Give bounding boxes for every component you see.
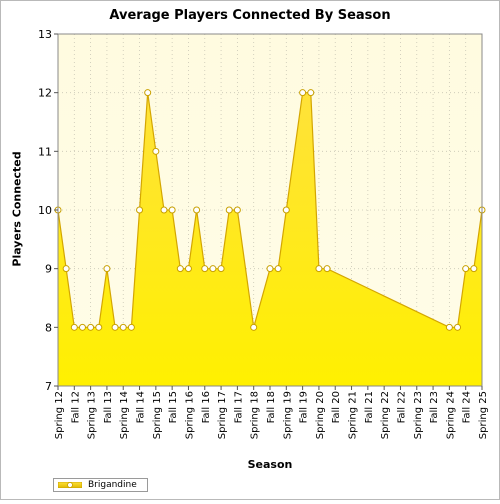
data-point (323, 265, 331, 273)
data-point (70, 323, 78, 331)
x-tick-label: Spring 24 (445, 391, 456, 439)
y-tick-label: 12 (38, 87, 52, 100)
data-point (144, 89, 152, 97)
data-point (95, 323, 103, 331)
x-tick-label: Spring 14 (119, 391, 130, 439)
data-point (225, 206, 233, 214)
x-tick-label: Spring 19 (282, 391, 293, 439)
data-point (217, 265, 225, 273)
data-point (201, 265, 209, 273)
x-tick-label: Spring 15 (152, 391, 163, 439)
data-point (282, 206, 290, 214)
data-point (119, 323, 127, 331)
x-tick-label: Spring 21 (348, 391, 359, 439)
x-tick-label: Fall 16 (201, 391, 212, 423)
x-tick-label: Fall 21 (364, 391, 375, 423)
x-tick-label: Fall 23 (429, 391, 440, 423)
data-point (462, 265, 470, 273)
x-tick-label: Fall 13 (103, 391, 114, 423)
data-point (250, 323, 258, 331)
y-tick-label: 13 (38, 28, 52, 41)
x-tick-label: Spring 22 (380, 391, 391, 439)
x-tick-label: Fall 12 (70, 391, 81, 423)
data-point (78, 323, 86, 331)
data-point (209, 265, 217, 273)
x-tick-label: Fall 20 (331, 391, 342, 423)
x-axis-title: Season (247, 458, 293, 471)
data-point (274, 265, 282, 273)
data-point (266, 265, 274, 273)
y-tick-label: 9 (45, 263, 52, 276)
series-area (58, 92, 482, 387)
data-point (233, 206, 241, 214)
chart-title: Average Players Connected By Season (109, 8, 391, 23)
data-point (307, 89, 315, 97)
data-point (445, 323, 453, 331)
data-point (470, 265, 478, 273)
data-point (299, 89, 307, 97)
data-point (184, 265, 192, 273)
data-point (127, 323, 135, 331)
data-point (176, 265, 184, 273)
x-tick-label: Spring 13 (87, 391, 98, 439)
legend-label: Brigandine (88, 480, 137, 490)
x-tick-label: Spring 20 (315, 391, 326, 439)
data-point (152, 147, 160, 155)
data-point (111, 323, 119, 331)
x-tick-label: Spring 25 (478, 391, 489, 439)
data-point (168, 206, 176, 214)
x-tick-label: Fall 14 (136, 391, 147, 423)
x-tick-label: Fall 18 (266, 391, 277, 423)
data-point (193, 206, 201, 214)
x-tick-label: Fall 24 (462, 391, 473, 423)
x-tick-label: Spring 18 (250, 391, 261, 439)
x-tick-label: Fall 22 (396, 391, 407, 423)
x-tick-label: Spring 12 (54, 391, 65, 439)
data-point (454, 323, 462, 331)
x-tick-label: Fall 19 (299, 391, 310, 423)
data-point (103, 265, 111, 273)
data-point (160, 206, 168, 214)
y-tick-label: 7 (45, 380, 52, 393)
x-tick-label: Spring 16 (184, 391, 195, 439)
x-tick-label: Spring 23 (413, 391, 424, 439)
data-point (136, 206, 144, 214)
x-tick-label: Spring 17 (217, 391, 228, 439)
data-point (87, 323, 95, 331)
data-point (315, 265, 323, 273)
x-tick-label: Fall 15 (168, 391, 179, 423)
legend: Brigandine (53, 478, 148, 492)
legend-swatch (58, 482, 82, 488)
y-tick-label: 10 (38, 204, 52, 217)
data-point (62, 265, 70, 273)
x-tick-label: Fall 17 (233, 391, 244, 423)
y-tick-label: 11 (38, 145, 52, 158)
y-tick-label: 8 (45, 321, 52, 334)
